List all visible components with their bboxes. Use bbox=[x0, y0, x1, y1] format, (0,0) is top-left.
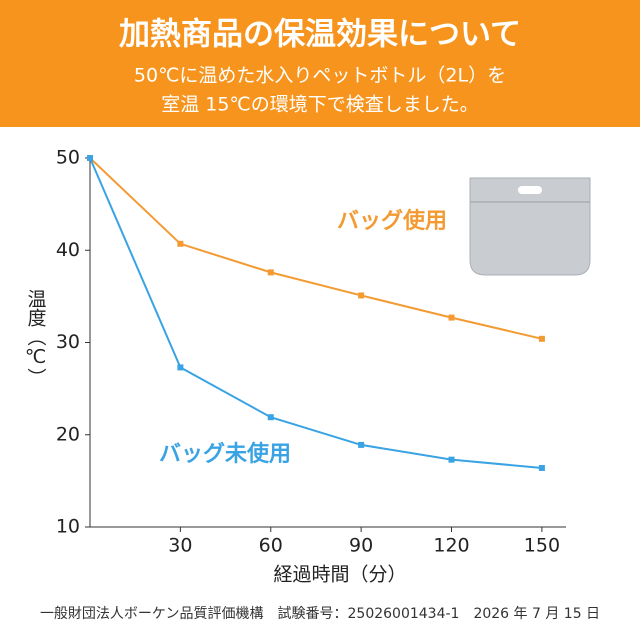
y-tick-label: 30 bbox=[56, 331, 80, 353]
series-label: バッグ未使用 bbox=[159, 441, 291, 467]
data-point bbox=[538, 464, 545, 471]
data-point bbox=[177, 240, 184, 247]
series-line bbox=[89, 157, 543, 340]
data-point bbox=[538, 335, 545, 342]
y-axis-label: 温度（℃） bbox=[25, 289, 47, 387]
footnote: 一般財団法人ボーケン品質評価機構 試験番号：25026001434-1 2026… bbox=[40, 606, 600, 622]
data-point bbox=[267, 414, 274, 421]
data-point bbox=[177, 364, 184, 371]
data-point bbox=[358, 441, 365, 448]
x-tick-label: 120 bbox=[433, 535, 469, 557]
y-tick-label: 40 bbox=[56, 239, 80, 261]
data-point bbox=[448, 314, 455, 321]
series-line bbox=[89, 157, 542, 469]
data-point bbox=[358, 292, 365, 299]
header-band bbox=[0, 0, 640, 127]
x-tick-label: 150 bbox=[524, 535, 560, 557]
series-label: バッグ使用 bbox=[337, 208, 447, 234]
bag-illustration bbox=[469, 177, 591, 276]
x-tick-label: 60 bbox=[259, 535, 283, 557]
data-point bbox=[267, 269, 274, 276]
x-axis-label: 経過時間（分） bbox=[273, 564, 406, 586]
subtitle: 室温 15℃の環境下で検査しました。 bbox=[161, 94, 479, 116]
y-tick-label: 10 bbox=[56, 516, 80, 538]
chart-title: 加熱商品の保温効果について bbox=[119, 17, 521, 53]
data-point bbox=[448, 456, 455, 463]
y-tick-label: 20 bbox=[56, 423, 80, 445]
x-tick-label: 30 bbox=[168, 535, 192, 557]
data-point bbox=[87, 155, 93, 161]
subtitle: 50℃に温めた水入りペットボトル（2L）を bbox=[134, 65, 506, 87]
y-tick-label: 50 bbox=[56, 147, 80, 169]
x-tick-label: 90 bbox=[349, 535, 373, 557]
